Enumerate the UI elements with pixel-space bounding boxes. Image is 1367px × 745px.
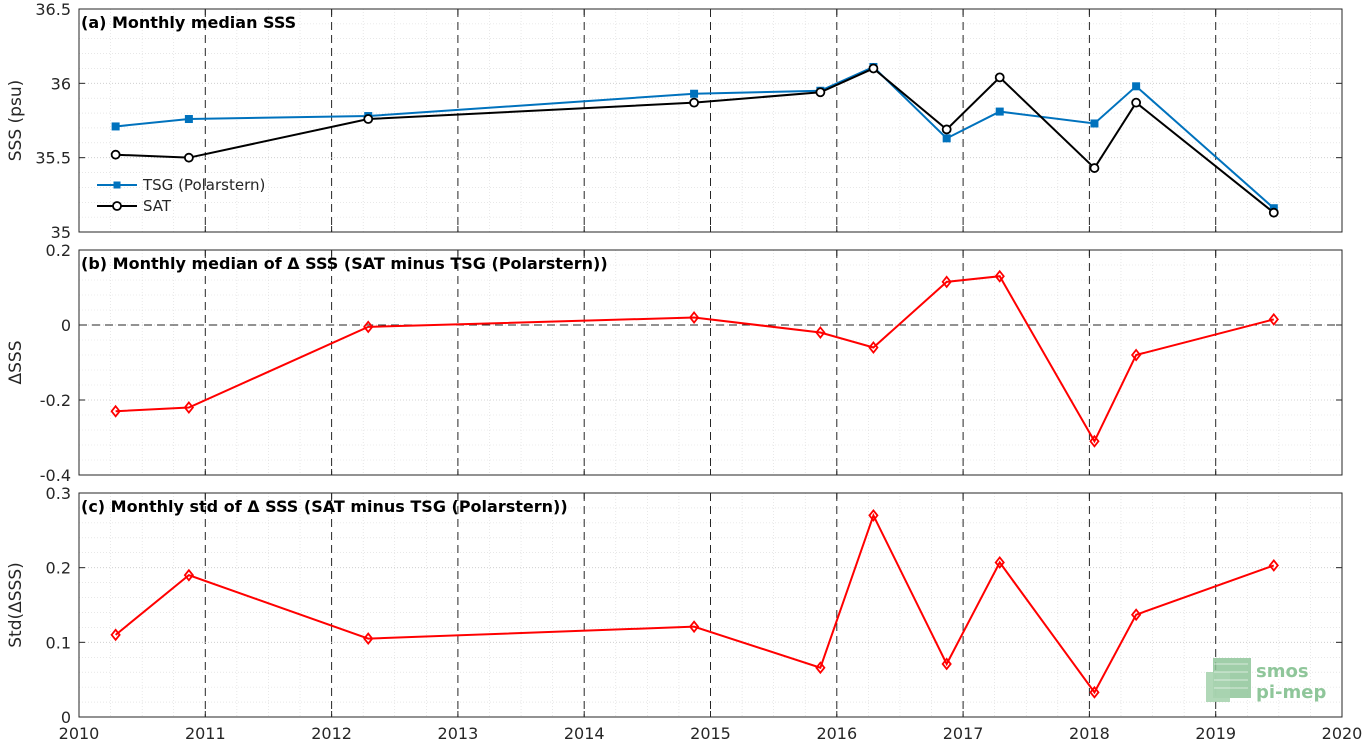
- series-delta-sss: [110, 269, 1279, 448]
- data-point: [1130, 608, 1142, 622]
- data-point: [942, 134, 951, 143]
- data-point: [1090, 119, 1099, 128]
- data-point: [1268, 312, 1279, 326]
- data-point: [1089, 685, 1100, 699]
- legend-label: TSG (Polarstern): [142, 176, 265, 194]
- x-tick-label: 2018: [1069, 724, 1110, 743]
- logo-graphic: [1206, 658, 1251, 702]
- data-point: [815, 326, 826, 339]
- data-point: [111, 122, 120, 131]
- data-point: [868, 341, 879, 354]
- data-point: [1130, 348, 1142, 362]
- series-delta-sss: [110, 508, 1279, 699]
- data-point: [868, 508, 879, 522]
- panel-a: 35 35.5 36 36.5 SSS (psu) (a) Monthly median …: [6, 0, 1343, 242]
- y-tick-label: 0.2: [46, 559, 71, 578]
- data-point: [689, 97, 699, 108]
- data-point: [363, 320, 374, 334]
- x-tick-label: 2010: [59, 724, 100, 743]
- logo-line-2: pi-mep: [1256, 682, 1326, 703]
- x-tick-label: 2016: [816, 724, 857, 743]
- x-tick-label: 2012: [311, 724, 352, 743]
- data-point: [184, 115, 193, 124]
- major-grid: [204, 9, 1217, 232]
- data-point: [1089, 434, 1100, 448]
- series-sat: [110, 63, 1279, 218]
- ticks: [78, 492, 1343, 718]
- data-point: [995, 107, 1004, 116]
- data-point: [815, 661, 826, 675]
- legend-marker: [112, 201, 122, 211]
- data-point: [183, 401, 195, 414]
- panel-c: 0 0.1 0.2 0.3 2010 2011 2012 2013 2014 2015 2016 20…: [6, 484, 1362, 743]
- x-tick-label: 2019: [1195, 724, 1236, 743]
- minor-grid: [79, 493, 1342, 717]
- y-tick-label: 0.2: [46, 241, 71, 260]
- minor-grid: [79, 250, 1342, 475]
- data-point: [110, 628, 121, 642]
- data-point: [1268, 558, 1279, 572]
- y-tick-label: 36.5: [35, 0, 71, 19]
- logo: smos pi-mep: [1206, 658, 1326, 703]
- data-point: [688, 311, 700, 324]
- data-point: [1089, 163, 1100, 173]
- data-point: [868, 63, 879, 74]
- data-point: [110, 149, 121, 160]
- y-tick-label: 36: [51, 74, 71, 93]
- data-point: [183, 568, 195, 582]
- data-point: [941, 124, 952, 135]
- data-point: [1268, 207, 1279, 218]
- panel-title: (c) Monthly std of Δ SSS (SAT minus TSG …: [81, 497, 568, 516]
- series-line: [114, 512, 1275, 695]
- y-tick-label: 0: [61, 708, 71, 727]
- y-axis-label: ΔSSS: [6, 340, 26, 384]
- y-tick-label: 35.5: [35, 149, 71, 168]
- panel-title: (b) Monthly median of Δ SSS (SAT minus T…: [81, 254, 608, 273]
- y-tick-label: 0.1: [46, 633, 71, 652]
- data-point: [941, 657, 952, 671]
- x-tick-label: 2011: [185, 724, 226, 743]
- data-point: [110, 404, 121, 418]
- data-point: [994, 72, 1005, 83]
- y-tick-label: -0.2: [40, 391, 71, 410]
- y-axis-label: Std(ΔSSS): [6, 562, 26, 648]
- ticks: [78, 8, 1343, 233]
- y-tick-label: 0: [61, 316, 71, 335]
- logo-line-1: smos: [1256, 661, 1309, 682]
- data-point: [1131, 97, 1142, 108]
- panel-b: -0.4 -0.2 0 0.2 ΔSSS (b) Monthly median of Δ …: [6, 241, 1343, 485]
- data-point: [815, 87, 826, 98]
- y-tick-label: 0.3: [46, 484, 71, 503]
- data-point: [690, 89, 699, 98]
- legend: TSG (Polarstern) SAT: [97, 176, 265, 215]
- y-tick-label: 35: [51, 223, 71, 242]
- data-point: [363, 632, 374, 646]
- y-tick-label: -0.4: [40, 466, 71, 485]
- ticks: [78, 249, 1343, 476]
- data-point: [183, 152, 194, 163]
- data-point: [363, 114, 374, 124]
- x-tick-label: 2020: [1322, 724, 1363, 743]
- legend-marker: [113, 181, 121, 189]
- data-point: [941, 275, 952, 289]
- y-axis-label: SSS (psu): [6, 80, 26, 161]
- data-point: [688, 620, 700, 634]
- x-tick-label: 2014: [564, 724, 605, 743]
- data-point: [1132, 82, 1141, 91]
- series-line: [115, 275, 1275, 444]
- panel-title: (a) Monthly median SSS: [81, 13, 296, 32]
- major-grid: [204, 250, 1217, 475]
- data-point: [994, 269, 1005, 283]
- x-tick-label: 2015: [690, 724, 731, 743]
- data-point: [994, 555, 1005, 569]
- x-tick-label: 2017: [943, 724, 984, 743]
- legend-label: SAT: [143, 197, 172, 215]
- x-tick-label: 2013: [438, 724, 479, 743]
